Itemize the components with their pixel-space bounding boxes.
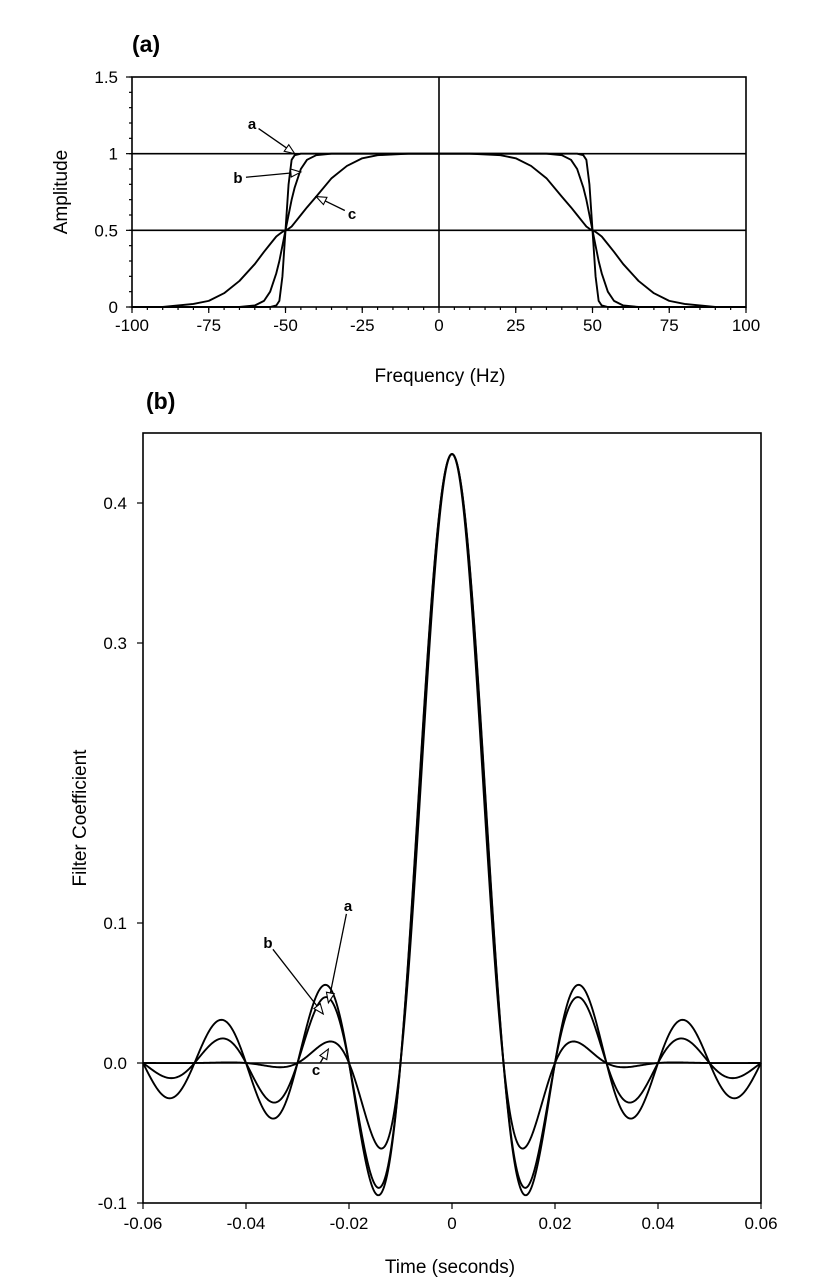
- x-tick-label: -100: [115, 316, 149, 335]
- annotation-label: b: [233, 170, 242, 187]
- annotation-arrow-head: [314, 195, 328, 206]
- annotation-arrow-line: [258, 128, 287, 149]
- panel-b-filter-coefficients: (b) -0.06 -0.04 -0.02 0 0.02 0.04 0.06 -0.1 0.0 0…: [70, 388, 778, 1278]
- annotation-label: a: [344, 898, 353, 915]
- x-tick-label: -0.06: [124, 1214, 163, 1233]
- annotation-a: a: [248, 116, 296, 155]
- annotation-arrow-head: [312, 1002, 325, 1016]
- annotation-arrow-head: [325, 991, 336, 1005]
- series-curve-c: [132, 152, 746, 308]
- annotation-arrow-head: [289, 168, 303, 178]
- annotation-label: b: [263, 935, 272, 952]
- annotation-b: b: [233, 168, 303, 187]
- series-curve-a: [142, 453, 762, 1197]
- panel-a-label: (a): [132, 31, 160, 57]
- annotation-label: a: [248, 116, 257, 133]
- y-tick-label: 0.1: [103, 914, 127, 933]
- x-tick-label: 0.04: [641, 1214, 674, 1233]
- annotation-arrow-line: [329, 913, 348, 994]
- panel-a-y-axis-title: Amplitude: [51, 150, 72, 235]
- annotation-c: c: [312, 1047, 330, 1079]
- panel-b-annotations: a b c: [263, 898, 352, 1079]
- annotation-arrow-head: [318, 1047, 330, 1061]
- panel-a-axis-ticks: -100 -75 -50 -25 0 25 50 75 100 0 0.5 1 1.5: [94, 68, 760, 335]
- x-tick-label: 75: [660, 316, 679, 335]
- y-tick-label: 1: [109, 145, 118, 164]
- x-tick-label: -75: [196, 316, 221, 335]
- series-curve-b: [142, 453, 762, 1189]
- x-tick-label: 0: [434, 316, 443, 335]
- y-tick-label: 0: [109, 298, 118, 317]
- annotation-arrow-line: [272, 948, 318, 1007]
- y-tick-label: -0.1: [98, 1194, 127, 1213]
- y-tick-label: 0.3: [103, 634, 127, 653]
- panel-a-annotations: a b c: [233, 116, 356, 223]
- x-tick-label: 100: [732, 316, 760, 335]
- panel-b-x-axis-title: Time (seconds): [385, 1257, 515, 1278]
- panel-b-y-axis-title: Filter Coefficient: [70, 749, 91, 887]
- annotation-a: a: [325, 898, 353, 1005]
- panel-b-axis-ticks: -0.06 -0.04 -0.02 0 0.02 0.04 0.06 -0.1 0.0 0.1 0.…: [98, 494, 778, 1233]
- annotation-b: b: [263, 935, 325, 1016]
- panel-a-plot-frame: [131, 76, 747, 308]
- series-curve-c: [143, 453, 761, 1150]
- x-tick-label: 0.02: [538, 1214, 571, 1233]
- annotation-c: c: [314, 195, 356, 223]
- panel-b-curves: [142, 453, 762, 1197]
- y-tick-label: 0.5: [94, 221, 118, 240]
- panel-a-reference-lines: [132, 77, 746, 307]
- y-tick-label: 0.4: [103, 494, 127, 513]
- y-tick-label: 1.5: [94, 68, 118, 87]
- annotation-label: c: [312, 1062, 320, 1079]
- x-tick-label: 0.06: [744, 1214, 777, 1233]
- panel-a-x-axis-title: Frequency (Hz): [375, 366, 506, 387]
- annotation-arrow-head: [283, 143, 296, 155]
- x-tick-label: -25: [350, 316, 375, 335]
- x-tick-label: -0.02: [330, 1214, 369, 1233]
- annotation-arrow-line: [245, 172, 291, 178]
- panel-b-plot-frame: [142, 432, 762, 1204]
- annotation-arrow-line: [319, 1057, 324, 1064]
- x-tick-label: -50: [273, 316, 298, 335]
- x-tick-label: 50: [583, 316, 602, 335]
- annotation-label: c: [348, 206, 356, 223]
- x-tick-label: 0: [447, 1214, 456, 1233]
- y-tick-label: 0.0: [103, 1054, 127, 1073]
- panel-b-label: (b): [146, 388, 175, 414]
- annotation-arrow-line: [324, 200, 346, 212]
- x-tick-label: -0.04: [227, 1214, 266, 1233]
- x-tick-label: 25: [506, 316, 525, 335]
